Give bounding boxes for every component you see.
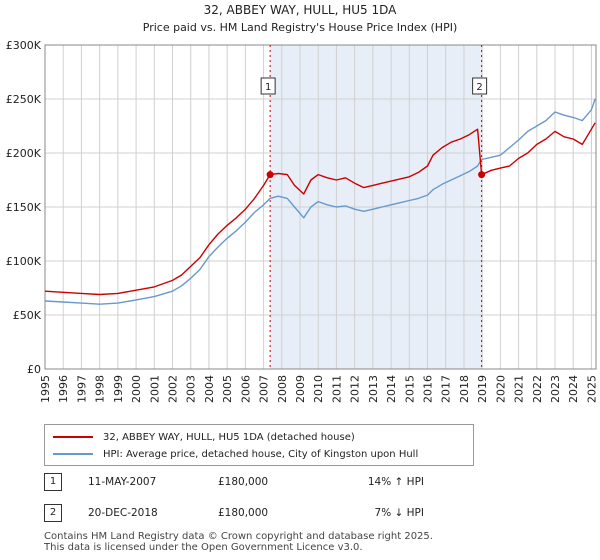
x-tick-label: 1996 [57, 375, 70, 403]
chart-subtitle: Price paid vs. HM Land Registry's House … [143, 21, 458, 34]
sale-badge-1: 1 [44, 473, 62, 491]
y-tick-label: £100K [6, 255, 42, 268]
sale-badge-2: 2 [44, 504, 62, 522]
legend-label-property: 32, ABBEY WAY, HULL, HU5 1DA (detached h… [103, 431, 355, 443]
x-tick-label: 2006 [239, 375, 252, 403]
sale-marker-label-1: 1 [265, 82, 271, 93]
x-tick-label: 2003 [185, 375, 198, 403]
x-tick-label: 2018 [458, 375, 471, 403]
x-tick-label: 2005 [221, 375, 234, 403]
legend: 32, ABBEY WAY, HULL, HU5 1DA (detached h… [44, 424, 474, 466]
sale-point-2 [478, 171, 486, 179]
plot-border [44, 44, 597, 370]
x-tick-label: 2009 [294, 375, 307, 403]
y-tick-label: £300K [6, 39, 42, 52]
footer-line-2: This data is licensed under the Open Gov… [44, 542, 363, 553]
legend-swatch-property [53, 436, 93, 438]
sale-point-1 [266, 171, 274, 179]
legend-item-hpi: HPI: Average price, detached house, City… [53, 446, 418, 462]
x-tick-label: 2011 [330, 375, 343, 403]
y-tick-label: £200K [6, 147, 42, 160]
x-tick-label: 2017 [440, 375, 453, 403]
x-tick-label: 2001 [148, 375, 161, 403]
y-tick-label: £150K [6, 201, 42, 214]
sale-hpi-1: 14% ↑ HPI [367, 476, 424, 488]
x-tick-label: 2000 [130, 375, 143, 403]
chart-title: 32, ABBEY WAY, HULL, HU5 1DA [204, 3, 397, 17]
y-tick-label: £250K [6, 93, 42, 106]
sale-price-1: £180,000 [218, 476, 269, 488]
x-tick-label: 2014 [385, 375, 398, 403]
sale-marker-label-2: 2 [476, 82, 482, 93]
footer-line-1: Contains HM Land Registry data © Crown c… [44, 531, 433, 542]
y-tick-label: £0 [27, 363, 41, 376]
legend-swatch-hpi [53, 453, 93, 455]
price-chart: 32, ABBEY WAY, HULL, HU5 1DA Price paid … [6, 3, 599, 403]
x-tick-label: 2007 [258, 375, 271, 403]
sale-date-2: 20-DEC-2018 [88, 507, 158, 519]
series-line-property [44, 122, 596, 296]
x-tick-label: 2002 [167, 375, 180, 403]
x-tick-label: 1998 [94, 375, 107, 403]
x-tick-label: 1999 [112, 375, 125, 403]
x-tick-label: 2020 [494, 375, 507, 403]
x-tick-label: 2021 [513, 375, 526, 403]
x-tick-label: 2022 [531, 375, 544, 403]
footer: Contains HM Land Registry data © Crown c… [44, 531, 433, 553]
sale-marker-box-2 [472, 77, 488, 95]
x-tick-label: 2010 [312, 375, 325, 403]
x-tick-label: 1995 [39, 375, 52, 403]
x-tick-label: 2019 [476, 375, 489, 403]
series-line-hpi [44, 98, 596, 305]
x-tick-label: 2004 [203, 375, 216, 403]
legend-item-property: 32, ABBEY WAY, HULL, HU5 1DA (detached h… [53, 429, 355, 445]
x-tick-label: 2008 [276, 375, 289, 403]
sale-marker-box-1 [260, 77, 276, 95]
x-tick-label: 2025 [585, 375, 598, 403]
x-tick-label: 2013 [367, 375, 380, 403]
x-tick-label: 2015 [403, 375, 416, 403]
y-tick-label: £50K [13, 309, 42, 322]
x-tick-label: 2023 [549, 375, 562, 403]
sale-date-1: 11-MAY-2007 [88, 476, 157, 488]
x-tick-label: 2016 [422, 375, 435, 403]
x-tick-label: 2012 [349, 375, 362, 403]
x-tick-label: 2024 [567, 375, 580, 403]
legend-label-hpi: HPI: Average price, detached house, City… [103, 448, 419, 460]
sale-hpi-2: 7% ↓ HPI [374, 507, 424, 519]
x-tick-label: 1997 [75, 375, 88, 403]
sale-price-2: £180,000 [218, 507, 269, 519]
